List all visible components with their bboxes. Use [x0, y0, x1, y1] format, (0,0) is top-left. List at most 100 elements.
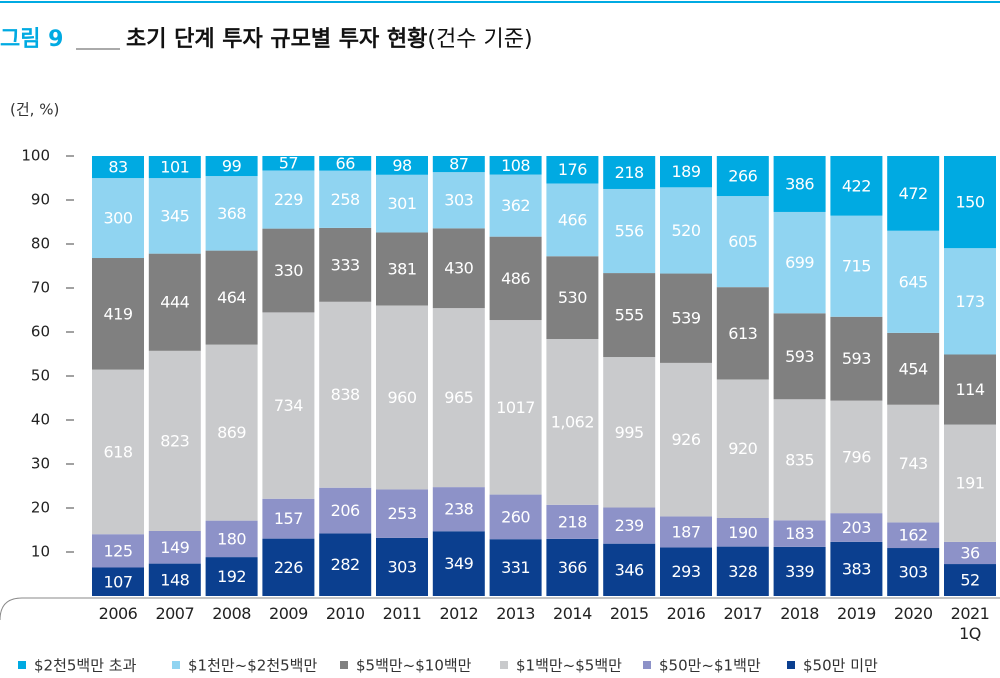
data-label: 206: [331, 501, 360, 520]
bar-segment: [716, 517, 769, 547]
data-label: 613: [728, 324, 757, 343]
bar-segment: [262, 170, 315, 229]
bar-segment: [319, 227, 372, 302]
data-label: 66: [336, 154, 356, 173]
bar-segment: [660, 273, 712, 363]
bar-segment: [944, 248, 996, 355]
x-tick-label: 2011: [382, 604, 422, 623]
data-label: 36: [960, 543, 980, 562]
x-tick-label: 2014: [553, 604, 592, 623]
bar-segment: [660, 362, 712, 517]
bar-segment: [716, 156, 769, 197]
data-label: 743: [899, 454, 928, 473]
data-label: 183: [785, 524, 814, 543]
bar-segment: [262, 156, 315, 171]
data-label: 422: [842, 176, 871, 195]
data-label: 386: [785, 174, 814, 193]
x-tick-label: 2015: [609, 604, 649, 623]
data-label: 190: [728, 523, 757, 542]
bar-segment: [944, 424, 996, 542]
data-label: 430: [444, 259, 473, 278]
data-label: 926: [671, 430, 700, 449]
data-label: 734: [274, 396, 303, 415]
x-tick-label: 2016: [666, 604, 706, 623]
data-label: 472: [899, 184, 928, 203]
legend-label: $1백만~$5백만: [516, 657, 622, 675]
bar-segment: [432, 228, 485, 309]
bar-segment: [887, 404, 940, 523]
bar-segment: [773, 211, 826, 314]
x-tick-label: 2018: [780, 604, 819, 623]
data-label: 99: [222, 157, 242, 176]
data-label: 149: [160, 538, 189, 557]
data-label: 218: [615, 163, 644, 182]
data-label: 539: [671, 309, 700, 328]
y-tick-label: 90: [31, 191, 50, 209]
bar-segment: [546, 156, 599, 184]
bar-segment: [148, 350, 201, 531]
data-label: 333: [331, 255, 360, 274]
bar-segment: [148, 156, 201, 179]
legend-label: $5백만~$10백만: [356, 657, 472, 675]
bar-segment: [716, 196, 769, 288]
data-label: 1017: [496, 398, 535, 417]
bar-segment: [432, 487, 485, 532]
data-label: 157: [274, 509, 303, 528]
data-label: 593: [785, 347, 814, 366]
bar-segment: [205, 250, 258, 345]
data-label: 331: [501, 558, 530, 577]
data-label: 454: [899, 359, 928, 378]
bar-segment: [944, 156, 996, 249]
data-label: 835: [785, 450, 814, 469]
x-tick-label: 2020: [893, 604, 933, 623]
bar-segment: [944, 541, 996, 565]
legend-swatch: [500, 661, 508, 669]
data-label: 187: [671, 522, 700, 541]
chart-subtitle: (건수 기준): [427, 27, 532, 52]
bar-segment: [432, 531, 485, 596]
data-label: 238: [444, 500, 473, 519]
bar-segment: [262, 498, 315, 539]
x-tick-label: 2006: [98, 604, 138, 623]
bar-segment: [830, 513, 883, 542]
data-label: 715: [842, 257, 871, 276]
legend-label: $2천5백만 초과: [34, 657, 137, 675]
bar-segment: [716, 287, 769, 380]
bar-segment: [830, 316, 883, 401]
bar-segment: [319, 487, 372, 534]
bar-segment: [660, 156, 712, 188]
y-tick-label: 70: [31, 279, 50, 297]
data-label: 349: [444, 554, 473, 573]
data-label: 229: [274, 190, 303, 209]
data-label: 796: [842, 447, 871, 466]
legend-swatch: [643, 661, 651, 669]
bar-segment: [830, 156, 883, 216]
bar-segment: [603, 188, 656, 274]
bar-segment: [92, 534, 144, 568]
bar-segment: [432, 308, 485, 488]
title-main: 초기 단계 투자 규모별 투자 현황: [126, 27, 427, 52]
bar-segment: [887, 522, 940, 549]
bar-segment: [603, 543, 656, 596]
data-label: 303: [899, 563, 928, 582]
data-label: 464: [217, 288, 246, 307]
data-label: 57: [279, 154, 298, 173]
bar-segment: [887, 156, 940, 231]
bar-segment: [716, 379, 769, 518]
data-label: 282: [331, 555, 360, 574]
bar-segment: [262, 228, 315, 313]
bar-segment: [489, 539, 542, 596]
data-label: 960: [387, 388, 416, 407]
bar-segment: [887, 548, 940, 596]
data-label: 605: [728, 232, 757, 251]
x-tick-label: 2017: [723, 604, 763, 623]
data-label: 162: [899, 526, 928, 545]
data-label: 150: [955, 193, 984, 212]
data-label: 180: [217, 529, 246, 548]
data-label: 368: [217, 204, 246, 223]
bar-segment: [205, 557, 258, 596]
data-label: 108: [501, 156, 530, 175]
bar-segment: [148, 563, 201, 596]
legend-swatch: [18, 661, 26, 669]
